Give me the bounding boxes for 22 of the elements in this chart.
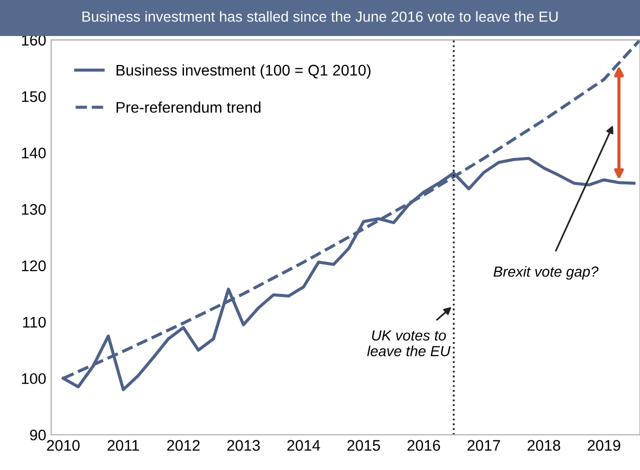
y-tick-label: 100 bbox=[22, 373, 46, 384]
annotation: UK votes to leave the EU bbox=[367, 330, 451, 356]
y-tick-label: 130 bbox=[22, 204, 46, 215]
y-tick-label: 120 bbox=[22, 260, 46, 272]
y-tick-label: 150 bbox=[22, 91, 46, 102]
x-tick-label: 2011 bbox=[108, 440, 139, 451]
x-tick-label: 2013 bbox=[227, 440, 260, 451]
legend-label: Pre-referendum trend bbox=[116, 102, 260, 113]
chart-title: Business investment has stalled since the June 2016 vote to leave the EU bbox=[82, 11, 558, 22]
x-tick-label: 2015 bbox=[347, 440, 380, 451]
y-tick-label: 140 bbox=[22, 148, 46, 158]
legend-label: Business investment (100 = Q1 2010) bbox=[116, 64, 370, 79]
x-tick-label: 2019 bbox=[588, 440, 620, 451]
x-tick-label: 2010 bbox=[46, 440, 80, 451]
annotation: Brexit vote gap? bbox=[494, 266, 598, 280]
x-tick-label: 2012 bbox=[167, 440, 200, 451]
x-tick-label: 2016 bbox=[407, 440, 440, 451]
y-tick-label: 110 bbox=[23, 316, 46, 328]
x-tick-label: 2014 bbox=[287, 440, 320, 451]
x-tick-label: 2018 bbox=[528, 440, 560, 451]
y-tick-label: 90 bbox=[30, 430, 46, 440]
x-tick-label: 2017 bbox=[468, 440, 500, 451]
